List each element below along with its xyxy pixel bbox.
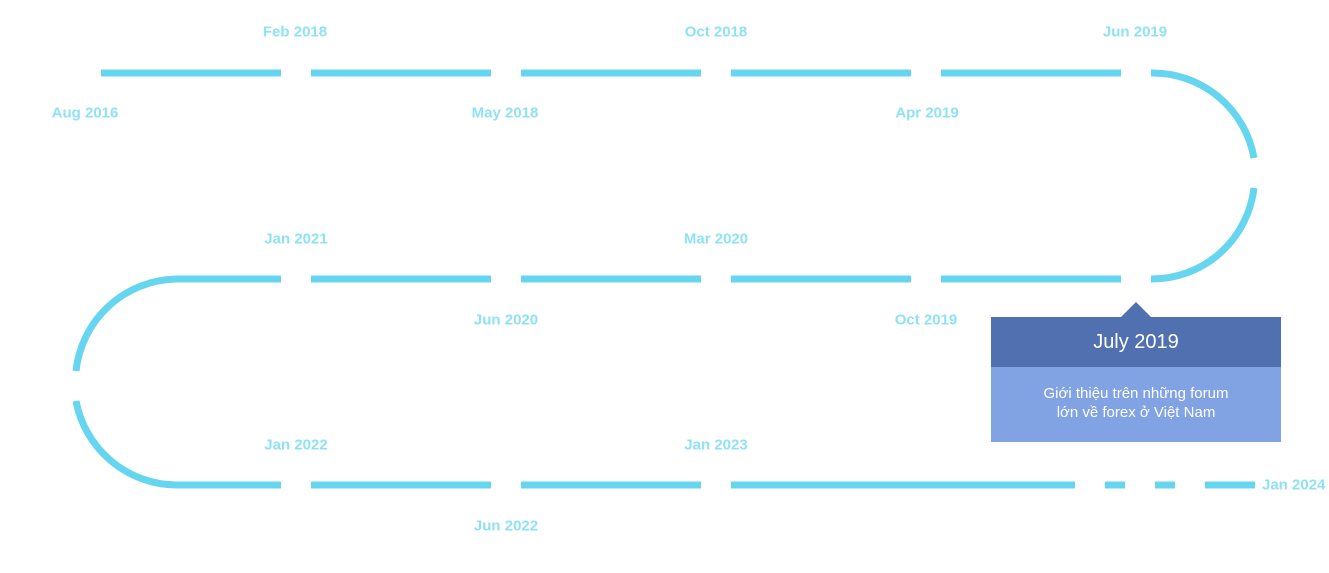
- tooltip-description: Giới thiệu trên những forum lớn về forex…: [991, 367, 1281, 442]
- track-curve: [1150, 187, 1258, 283]
- milestone-label[interactable]: Jun 2019: [1102, 23, 1168, 41]
- track-curve: [1150, 69, 1258, 159]
- milestone-label[interactable]: Jan 2024: [1262, 476, 1326, 494]
- milestone-label[interactable]: Apr 2019: [895, 104, 959, 122]
- milestone-label[interactable]: Jan 2021: [264, 230, 328, 248]
- milestone-label[interactable]: Jun 2020: [473, 311, 539, 329]
- milestone-label[interactable]: May 2018: [471, 104, 539, 122]
- milestone-label[interactable]: Aug 2016: [51, 104, 119, 122]
- tooltip-line: lớn về forex ở Việt Nam: [1056, 404, 1216, 421]
- tooltip-pointer: [1121, 302, 1151, 317]
- track-curve: [72, 275, 177, 372]
- milestone-label[interactable]: Mar 2020: [683, 230, 749, 248]
- tooltip-line: Giới thiệu trên những forum: [1043, 385, 1229, 402]
- tooltip-title: July 2019: [991, 317, 1281, 367]
- track-curve: [72, 400, 177, 489]
- milestone-label[interactable]: Jan 2022: [264, 436, 328, 454]
- milestone-label[interactable]: Oct 2019: [894, 311, 958, 329]
- milestone-label[interactable]: Oct 2018: [684, 23, 748, 41]
- milestone-label[interactable]: Jun 2022: [473, 517, 539, 535]
- milestone-label[interactable]: Feb 2018: [262, 23, 328, 41]
- milestone-label[interactable]: Jan 2023: [684, 436, 748, 454]
